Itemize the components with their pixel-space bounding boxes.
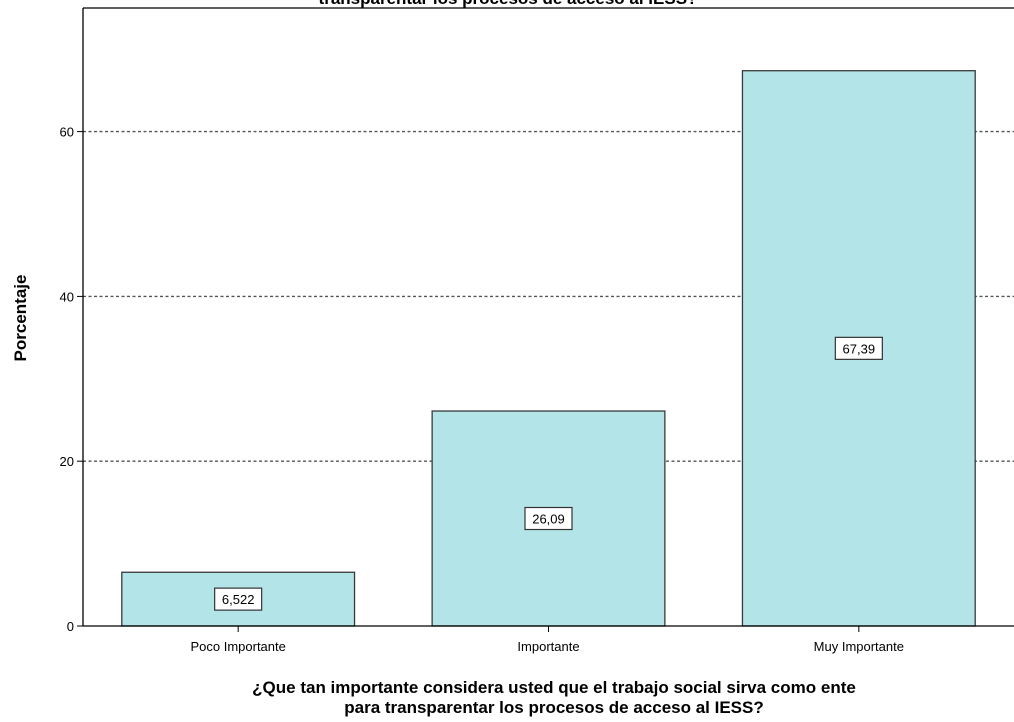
data-label-box <box>834 336 883 360</box>
data-labels-group: 6,522 26,09 67,39 <box>214 336 883 611</box>
data-label-value: 6,522 <box>222 592 255 607</box>
y-tick-label: 60 <box>60 125 74 140</box>
data-label: 6,522 <box>214 587 263 611</box>
data-label-value: 26,09 <box>532 512 565 527</box>
x-axis-label-line: para transparentar los procesos de acces… <box>344 698 764 717</box>
x-axis-label: ¿Que tan importante considera usted que … <box>252 678 856 717</box>
x-ticks-group: Poco Importante Importante Muy Importante <box>190 626 904 654</box>
data-label-value: 67,39 <box>843 341 876 356</box>
data-label: 67,39 <box>834 336 883 360</box>
y-tick-label: 20 <box>60 454 74 469</box>
x-tick-label: Importante <box>517 639 579 654</box>
x-tick-label: Muy Importante <box>814 639 904 654</box>
y-tick-label: 40 <box>60 289 74 304</box>
y-ticks-group: 0 20 40 60 <box>60 125 83 634</box>
data-label: 26,09 <box>524 506 573 531</box>
data-label-box <box>524 506 573 531</box>
x-tick-label: Poco Importante <box>190 639 285 654</box>
y-tick-label: 0 <box>67 619 74 634</box>
data-label-box <box>214 587 263 611</box>
y-axis-label: Porcentaje <box>11 275 30 362</box>
x-axis-label-line: ¿Que tan importante considera usted que … <box>252 678 856 697</box>
chart-title: transparentar los procesos de acceso al … <box>319 0 698 8</box>
